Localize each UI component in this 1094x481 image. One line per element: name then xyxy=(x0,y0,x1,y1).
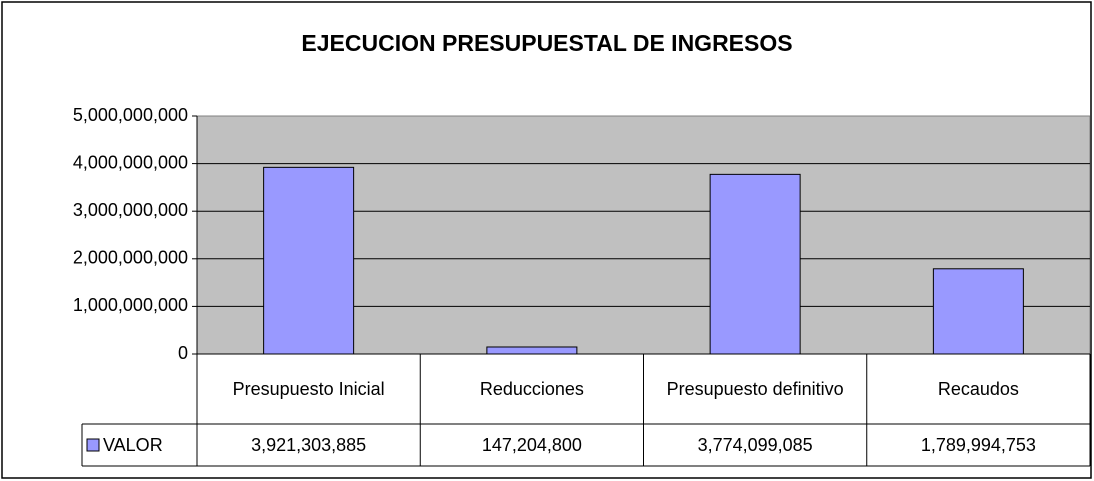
y-tick-label: 0 xyxy=(178,343,188,363)
table-value: 147,204,800 xyxy=(482,435,582,455)
y-tick-label: 1,000,000,000 xyxy=(73,295,188,315)
bar xyxy=(709,173,801,355)
legend-key xyxy=(86,438,100,452)
y-tick-label: 5,000,000,000 xyxy=(73,105,188,125)
x-tick-label: Reducciones xyxy=(480,379,584,399)
table-value: 3,774,099,085 xyxy=(698,435,813,455)
bar xyxy=(932,268,1024,355)
chart-title: EJECUCION PRESUPUESTAL DE INGRESOS xyxy=(301,30,792,56)
bar xyxy=(486,346,578,355)
table-value: 1,789,994,753 xyxy=(921,435,1036,455)
legend-label: VALOR xyxy=(103,435,163,455)
x-tick-label: Recaudos xyxy=(938,379,1019,399)
y-tick-label: 2,000,000,000 xyxy=(73,248,188,268)
y-tick-label: 3,000,000,000 xyxy=(73,200,188,220)
x-tick-label: Presupuesto Inicial xyxy=(233,379,385,399)
table-value: 3,921,303,885 xyxy=(251,435,366,455)
bar xyxy=(263,166,355,355)
x-tick-label: Presupuesto definitivo xyxy=(667,379,844,399)
y-tick-label: 4,000,000,000 xyxy=(73,152,188,172)
